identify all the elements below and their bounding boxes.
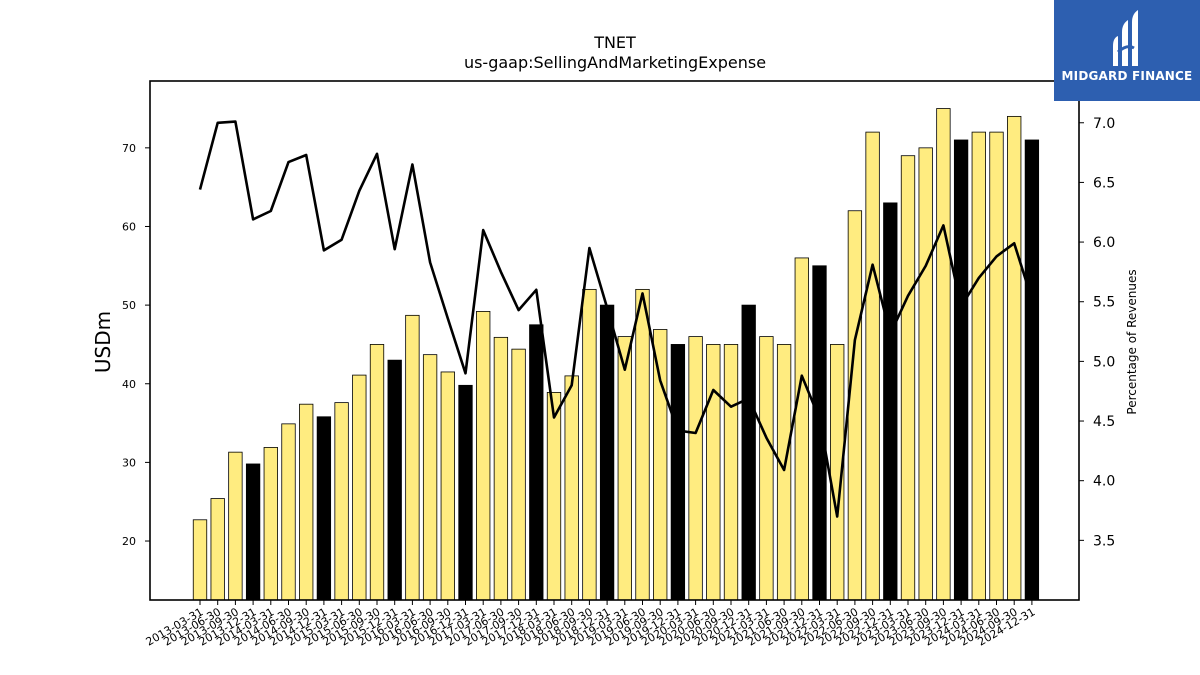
plot-frame: [149, 80, 1080, 601]
y2-tick-label: 7.0: [1093, 116, 1115, 132]
line-layer: [198, 120, 1034, 518]
bar: [529, 324, 544, 601]
bar: [493, 336, 509, 601]
bar: [635, 288, 650, 601]
bar: [706, 344, 721, 601]
bar: [865, 131, 880, 601]
bar: [458, 384, 473, 601]
bar: [352, 374, 367, 601]
bar: [228, 451, 243, 601]
bar: [440, 371, 455, 601]
y2-tick-label: 6.0: [1093, 235, 1115, 251]
logo: MIDGARD FINANCE: [1054, 0, 1200, 101]
y2-tick-label: 4.0: [1093, 474, 1115, 490]
y-axis-right: 3.5 4.0 4.5 5.0 5.5 6.0 6.5 7.0: [1079, 116, 1115, 549]
bar: [653, 329, 668, 601]
bar: [688, 336, 703, 601]
bar: [546, 391, 562, 601]
bar: [741, 304, 756, 601]
y2-tick-label: 5.5: [1093, 295, 1115, 311]
y-axis-label: USDm: [91, 311, 115, 373]
bar: [776, 344, 792, 601]
bar: [582, 288, 597, 601]
logo-text: MIDGARD FINANCE: [1061, 69, 1193, 83]
y-tick-label: 30: [122, 456, 136, 469]
y-tick-label: 40: [122, 378, 136, 391]
bar: [989, 131, 1004, 601]
chart-title: TNET: [593, 33, 636, 52]
y2-tick-label: 6.5: [1093, 175, 1115, 191]
bar: [334, 402, 349, 601]
bar: [245, 463, 261, 601]
logo-mark-icon: [1113, 10, 1138, 66]
bar: [263, 447, 278, 601]
y-tick-label: 20: [122, 535, 136, 548]
bar: [883, 202, 898, 601]
bar: [936, 108, 951, 601]
bar: [564, 375, 579, 601]
y2-tick-label: 4.5: [1093, 414, 1115, 430]
bar: [387, 359, 402, 601]
bar: [953, 139, 969, 601]
y2-tick-label: 3.5: [1093, 533, 1115, 549]
y2-axis-label: Percentage of Revenues: [1125, 269, 1139, 414]
bar: [476, 311, 491, 601]
bar: [670, 344, 686, 601]
bar: [281, 423, 296, 601]
bar: [599, 304, 615, 601]
bar: [210, 498, 225, 601]
x-axis: 2013-03-312013-06-302013-09-302013-12-31…: [144, 600, 1037, 649]
bar: [511, 348, 526, 601]
bar-group: [192, 108, 1040, 601]
y-axis-left: 20 30 40 50 60 70: [122, 142, 150, 548]
bar: [369, 344, 385, 601]
bar: [847, 210, 863, 601]
bar: [918, 147, 933, 601]
y-tick-label: 70: [122, 142, 136, 155]
bar: [900, 155, 916, 601]
series-line: [198, 120, 1034, 518]
bar: [794, 257, 809, 601]
bar: [1007, 115, 1022, 601]
y-tick-label: 50: [122, 299, 136, 312]
bar: [1024, 139, 1040, 601]
chart-subtitle: us-gaap:SellingAndMarketingExpense: [464, 53, 766, 72]
bar: [405, 314, 420, 601]
bar: [192, 519, 208, 601]
bar: [316, 416, 332, 601]
bar: [617, 336, 632, 601]
bar: [812, 265, 827, 601]
bar: [759, 336, 774, 601]
bar: [971, 131, 986, 601]
y2-tick-label: 5.0: [1093, 354, 1115, 370]
bar: [723, 344, 739, 601]
y-tick-label: 60: [122, 220, 136, 233]
bar: [299, 403, 314, 601]
bar: [422, 354, 438, 601]
